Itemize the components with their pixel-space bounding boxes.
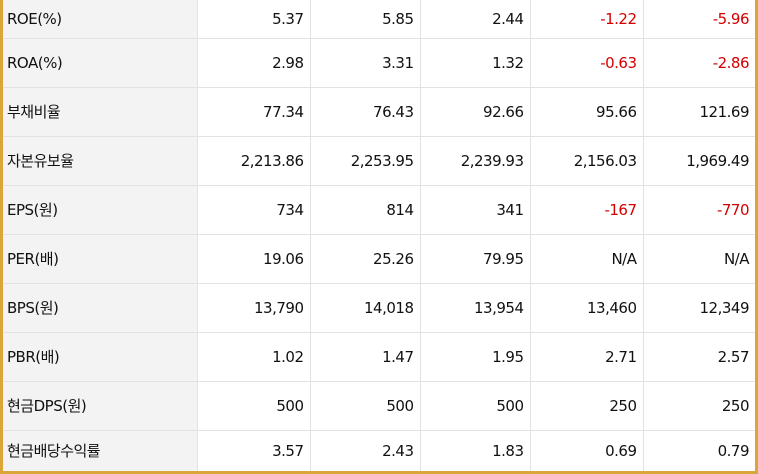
cell-value: 76.43 (309, 86, 421, 137)
cell-value: 77.34 (196, 86, 311, 137)
row-label: EPS(원) (3, 184, 198, 235)
row-label: 현금DPS(원) (3, 380, 198, 431)
row-label: ROA(%) (3, 37, 198, 88)
cell-value: 734 (196, 184, 311, 235)
cell-value: 0.79 (642, 429, 755, 471)
table-row: PER(배) 19.06 25.26 79.95 N/A N/A (3, 233, 755, 284)
cell-value: 13,790 (196, 282, 311, 333)
cell-value: -2.86 (642, 37, 755, 88)
cell-value: 500 (196, 380, 311, 431)
row-label: PER(배) (3, 233, 198, 284)
cell-value: 1.83 (419, 429, 531, 471)
table-row: EPS(원) 734 814 341 -167 -770 (3, 184, 755, 235)
table-row: PBR(배) 1.02 1.47 1.95 2.71 2.57 (3, 331, 755, 382)
table-row: BPS(원) 13,790 14,018 13,954 13,460 12,349 (3, 282, 755, 333)
cell-value: 500 (309, 380, 421, 431)
cell-value: -770 (642, 184, 755, 235)
table-row: 현금배당수익률 3.57 2.43 1.83 0.69 0.79 (3, 429, 755, 471)
cell-value: 250 (529, 380, 644, 431)
cell-value: 250 (642, 380, 755, 431)
row-label: 부채비율 (3, 86, 198, 137)
cell-value: 25.26 (309, 233, 421, 284)
row-label: 자본유보율 (3, 135, 198, 186)
cell-value: 3.31 (309, 37, 421, 88)
cell-value: 1.02 (196, 331, 311, 382)
cell-value: 5.37 (196, 0, 311, 39)
cell-value: 2.71 (529, 331, 644, 382)
cell-value: 95.66 (529, 86, 644, 137)
row-label: ROE(%) (3, 0, 198, 39)
cell-value: 500 (419, 380, 531, 431)
cell-value: -167 (529, 184, 644, 235)
table-row: 자본유보율 2,213.86 2,253.95 2,239.93 2,156.03 1,9… (3, 135, 755, 186)
cell-value: 2,253.95 (309, 135, 421, 186)
cell-value: 2.44 (419, 0, 531, 39)
cell-value: 2.57 (642, 331, 755, 382)
cell-value: 0.69 (529, 429, 644, 471)
cell-value: 19.06 (196, 233, 311, 284)
cell-value: N/A (642, 233, 755, 284)
table-row: ROA(%) 2.98 3.31 1.32 -0.63 -2.86 (3, 37, 755, 88)
cell-value: 13,954 (419, 282, 531, 333)
cell-value: 1.95 (419, 331, 531, 382)
cell-value: 5.85 (309, 0, 421, 39)
cell-value: -1.22 (529, 0, 644, 39)
cell-value: -5.96 (642, 0, 755, 39)
row-label: BPS(원) (3, 282, 198, 333)
cell-value: 1.32 (419, 37, 531, 88)
table-row: 현금DPS(원) 500 500 500 250 250 (3, 380, 755, 431)
cell-value: 2,239.93 (419, 135, 531, 186)
cell-value: -0.63 (529, 37, 644, 88)
cell-value: 341 (419, 184, 531, 235)
table-row: ROE(%) 5.37 5.85 2.44 -1.22 -5.96 (3, 0, 755, 39)
cell-value: 2.98 (196, 37, 311, 88)
financial-table: ROE(%) 5.37 5.85 2.44 -1.22 -5.96 ROA(%) 2.98 3.… (3, 0, 755, 471)
cell-value: 121.69 (642, 86, 755, 137)
cell-value: 14,018 (309, 282, 421, 333)
cell-value: 2,213.86 (196, 135, 311, 186)
cell-value: 2,156.03 (529, 135, 644, 186)
cell-value: 12,349 (642, 282, 755, 333)
row-label: PBR(배) (3, 331, 198, 382)
cell-value: 3.57 (196, 429, 311, 471)
cell-value: 1,969.49 (642, 135, 755, 186)
cell-value: 79.95 (419, 233, 531, 284)
cell-value: 13,460 (529, 282, 644, 333)
cell-value: 92.66 (419, 86, 531, 137)
cell-value: N/A (529, 233, 644, 284)
cell-value: 1.47 (309, 331, 421, 382)
table-row: 부채비율 77.34 76.43 92.66 95.66 121.69 (3, 86, 755, 137)
cell-value: 2.43 (309, 429, 421, 471)
row-label: 현금배당수익률 (3, 429, 198, 471)
cell-value: 814 (309, 184, 421, 235)
